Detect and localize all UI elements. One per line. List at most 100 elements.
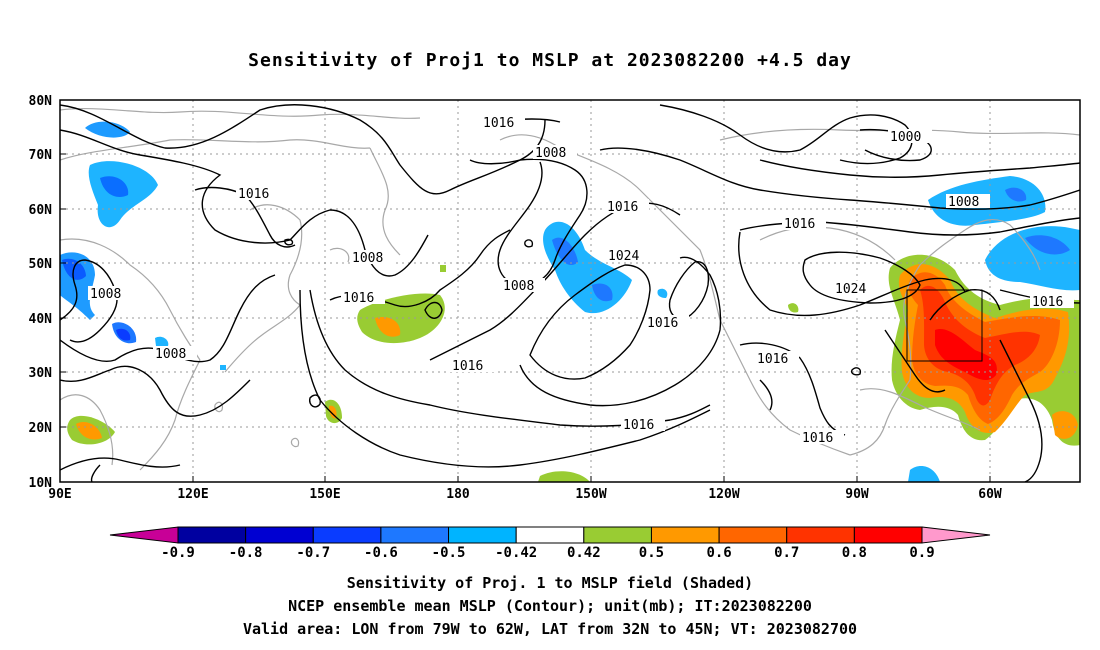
colorbar-cell bbox=[786, 526, 855, 544]
contour-label-bg bbox=[645, 315, 689, 329]
contour-label: 1016 bbox=[607, 200, 638, 215]
lat-label: 40N bbox=[29, 312, 53, 327]
isobar bbox=[90, 464, 101, 482]
shade-blob bbox=[220, 365, 226, 370]
latitude-labels: 80N 70N 60N 50N 40N 30N 20N 10N bbox=[29, 94, 53, 491]
contour-label-bg bbox=[88, 286, 132, 300]
colorbar-cell bbox=[245, 526, 314, 544]
colorbar-cell bbox=[177, 526, 247, 544]
lat-label: 80N bbox=[29, 94, 53, 109]
isobar bbox=[759, 379, 773, 411]
coastline bbox=[60, 139, 371, 161]
isobar bbox=[60, 259, 118, 343]
lon-label: 90E bbox=[48, 487, 71, 502]
contour-label-bg bbox=[153, 346, 197, 360]
isobar bbox=[424, 301, 443, 319]
tick-marks bbox=[60, 153, 991, 482]
colorbar-label: -0.42 bbox=[495, 545, 537, 561]
coastline bbox=[964, 218, 1041, 271]
shade-blob bbox=[592, 283, 613, 302]
contour-label-bg bbox=[481, 115, 525, 129]
colorbar-cell bbox=[380, 526, 450, 544]
lon-label: 120E bbox=[177, 487, 208, 502]
contour-labels: 1016 1008 1016 1008 1016 1008 1008 1016 … bbox=[88, 115, 1074, 446]
shade-blob bbox=[100, 176, 129, 197]
colorbar-cell bbox=[515, 526, 585, 544]
coastline bbox=[224, 304, 301, 373]
colorbar-label: -0.5 bbox=[432, 545, 466, 561]
isobar bbox=[999, 339, 1043, 482]
contour-label: 1016 bbox=[238, 187, 269, 202]
isobar bbox=[599, 147, 1080, 210]
isobar bbox=[469, 158, 588, 286]
contour-label-bg bbox=[1030, 294, 1074, 308]
colorbar-label: 0.9 bbox=[909, 545, 934, 561]
contour-label: 1000 bbox=[890, 130, 921, 145]
colorbar-label: -0.9 bbox=[161, 545, 195, 561]
coastline bbox=[60, 238, 201, 361]
coastline bbox=[290, 437, 300, 448]
contour-label: 1008 bbox=[155, 347, 186, 362]
shade-blob bbox=[538, 471, 590, 482]
contour-label-bg bbox=[606, 248, 650, 262]
contour-label: 1016 bbox=[757, 352, 788, 367]
colorbar-label: 0.8 bbox=[842, 545, 867, 561]
contour-label-bg bbox=[755, 351, 799, 365]
isobar bbox=[850, 367, 862, 376]
shade-blob bbox=[1025, 235, 1070, 255]
contour-label-bg bbox=[800, 430, 844, 444]
shade-blob bbox=[920, 285, 1040, 406]
colorbar-cell bbox=[583, 526, 652, 544]
isobar bbox=[668, 261, 710, 321]
lon-label: 90W bbox=[845, 487, 869, 502]
shade-blob bbox=[85, 121, 130, 138]
isobar bbox=[524, 239, 534, 248]
contour-label-bg bbox=[236, 186, 280, 200]
coastline bbox=[849, 379, 911, 456]
contour-label-bg bbox=[888, 129, 932, 143]
map-frame bbox=[59, 99, 1081, 483]
contour-label: 1008 bbox=[90, 287, 121, 302]
contour-label-bg bbox=[350, 250, 394, 264]
colorbar-cell bbox=[853, 526, 923, 544]
colorbar-label: -0.7 bbox=[296, 545, 330, 561]
contour-label: 1008 bbox=[352, 251, 383, 266]
map-title: Sensitivity of Proj1 to MSLP at 20230822… bbox=[248, 50, 852, 71]
coastline bbox=[759, 226, 896, 261]
shade-blob bbox=[908, 466, 940, 482]
isobar bbox=[759, 159, 1080, 178]
contour-label-bg bbox=[782, 216, 826, 230]
lat-label: 50N bbox=[29, 257, 53, 272]
colorbar-cell bbox=[448, 526, 517, 544]
contour-label: 1016 bbox=[784, 217, 815, 232]
contour-label: 1008 bbox=[948, 195, 979, 210]
caption-line-2: NCEP ensemble mean MSLP (Contour); unit(… bbox=[288, 597, 812, 615]
caption-line-3: Valid area: LON from 79W to 62W, LAT fro… bbox=[242, 620, 858, 638]
contour-label: 1024 bbox=[608, 249, 639, 264]
plot-area: 1016 1008 1016 1008 1016 1008 1008 1016 … bbox=[60, 100, 1080, 482]
contour-label-bg bbox=[946, 194, 990, 208]
coastline bbox=[329, 247, 350, 263]
isobar bbox=[299, 289, 711, 468]
lat-label: 60N bbox=[29, 203, 53, 218]
longitude-labels: 90E 120E 150E 180 150W 120W 90W 60W bbox=[48, 487, 1002, 502]
isobar bbox=[519, 256, 722, 407]
coastline bbox=[859, 388, 981, 431]
lat-label: 70N bbox=[29, 148, 53, 163]
lat-label: 10N bbox=[29, 476, 53, 491]
contour-label: 1016 bbox=[647, 316, 678, 331]
contour-label-bg bbox=[833, 281, 877, 295]
isobar bbox=[529, 264, 651, 380]
coastline bbox=[249, 204, 303, 306]
shade-blob bbox=[357, 293, 445, 344]
contour-label: 1016 bbox=[483, 116, 514, 131]
coastline bbox=[139, 359, 201, 471]
isobar bbox=[884, 329, 946, 393]
valid-area-box bbox=[906, 289, 983, 362]
lon-label: 120W bbox=[708, 487, 739, 502]
colorbar: -0.9 -0.8 -0.7 -0.6 -0.5 -0.42 0.42 0.5 0.6 0.7 0.… bbox=[109, 526, 991, 561]
shade-blob bbox=[1052, 411, 1078, 439]
shade-blob bbox=[985, 226, 1080, 291]
colorbar-label: -0.8 bbox=[229, 545, 263, 561]
coastline bbox=[369, 147, 401, 256]
